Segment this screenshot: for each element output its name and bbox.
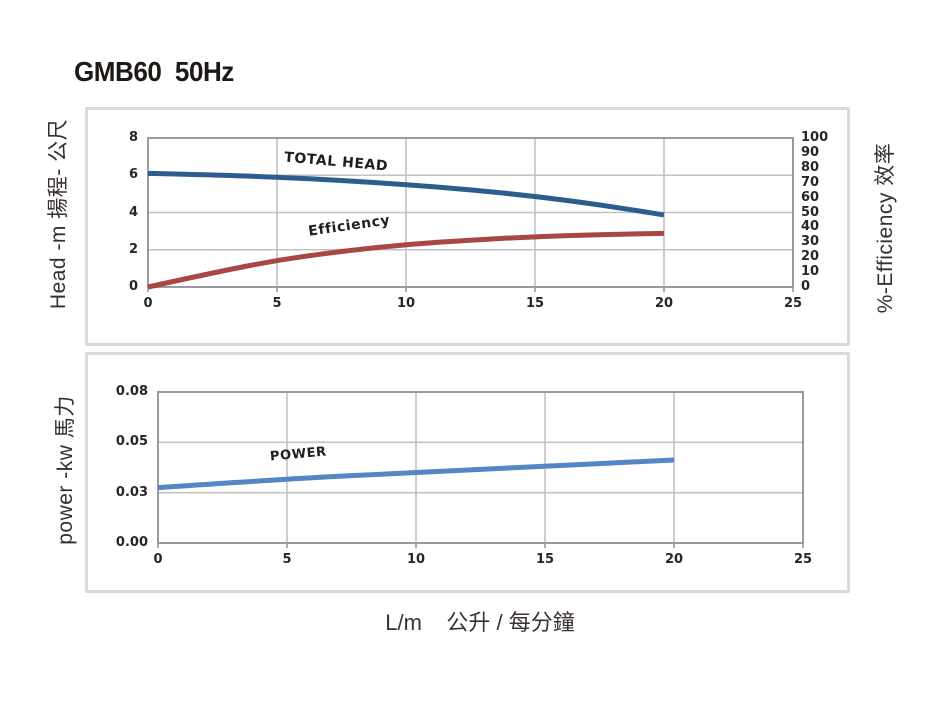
x-axis-tick-label: 25 xyxy=(793,552,813,567)
left-axis-tick-label: 4 xyxy=(128,204,138,220)
chart-0-canvas xyxy=(147,137,794,292)
x-axis-tick-label: 25 xyxy=(783,296,803,311)
x-axis-tick-label: 15 xyxy=(525,296,545,311)
efficiency-axis-title: %-Efficiency 效率 xyxy=(874,142,897,314)
head-efficiency-chart: TOTAL HEAD Efficiency 8 6 4 2 0 100 90 80 70 60 50… xyxy=(85,107,850,346)
x-axis-tick-label: 10 xyxy=(396,296,416,311)
power-chart: POWER 0.08 0.05 0.03 0.00 0 5 10 15 20 25 xyxy=(85,352,850,593)
right-axis-tick-label: 80 xyxy=(801,159,820,175)
x-axis-tick-label: 15 xyxy=(535,552,555,567)
right-axis-tick-label: 40 xyxy=(801,219,820,235)
x-axis-tick-label: 0 xyxy=(143,296,153,311)
right-axis-tick-label: 0 xyxy=(801,279,811,294)
right-axis-tick-label: 50 xyxy=(801,204,820,220)
left-axis-tick-label: 0.03 xyxy=(115,484,148,500)
left-axis-tick-label: 8 xyxy=(128,130,138,145)
flow-axis-title: L/m 公升 / 每分鐘 xyxy=(385,610,575,635)
power-axis-title: power -kw 馬力 xyxy=(54,395,77,545)
chart-0-plot: TOTAL HEAD Efficiency 8 6 4 2 0 100 90 80 70 60 50… xyxy=(129,130,828,311)
x-axis-tick-label: 10 xyxy=(406,552,426,567)
right-axis-tick-label: 70 xyxy=(801,174,820,190)
left-axis-tick-label: 6 xyxy=(128,167,138,183)
right-axis-tick-label: 100 xyxy=(801,130,829,145)
left-axis-tick-label: 0.08 xyxy=(115,384,148,399)
page-title: GMB60 50Hz xyxy=(74,56,234,87)
x-axis-tick-label: 0 xyxy=(153,552,163,567)
x-axis-tick-label: 5 xyxy=(282,552,292,567)
right-axis-tick-label: 10 xyxy=(801,264,820,280)
x-axis-tick-label: 20 xyxy=(664,552,684,567)
x-axis-tick-label: 5 xyxy=(272,296,282,311)
right-axis-tick-label: 20 xyxy=(801,249,820,265)
x-axis-tick-label: 20 xyxy=(654,296,674,311)
left-axis-tick-label: 2 xyxy=(128,241,138,257)
chart-1-plot: POWER 0.08 0.05 0.03 0.00 0 5 10 15 20 25 xyxy=(116,384,812,567)
left-axis-tick-label: 0 xyxy=(128,279,138,294)
chart-1-canvas xyxy=(157,391,804,548)
right-axis-tick-label: 90 xyxy=(801,144,820,160)
head-axis-title: Head -m 揚程- 公尺 xyxy=(47,118,70,310)
right-axis-tick-label: 30 xyxy=(801,234,820,250)
left-axis-tick-label: 0.00 xyxy=(115,535,148,550)
left-axis-tick-label: 0.05 xyxy=(115,434,148,450)
right-axis-tick-label: 60 xyxy=(801,189,820,205)
